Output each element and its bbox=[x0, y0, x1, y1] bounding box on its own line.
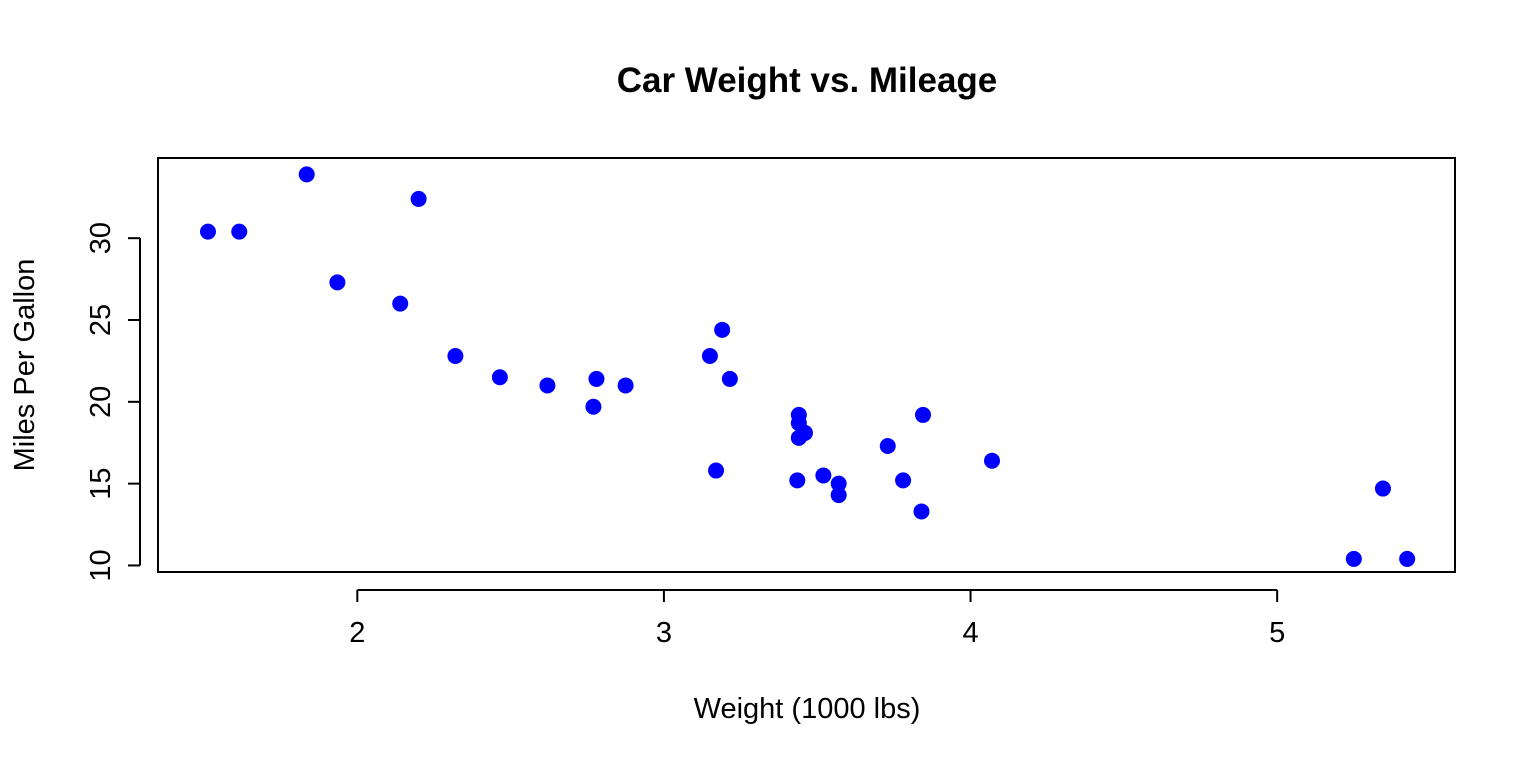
y-tick-label: 30 bbox=[85, 222, 117, 254]
x-tick-label: 5 bbox=[1269, 617, 1285, 649]
x-tick-label: 3 bbox=[656, 617, 672, 649]
data-point bbox=[790, 429, 807, 446]
data-point bbox=[984, 452, 1001, 469]
data-point bbox=[392, 295, 409, 312]
data-point bbox=[1374, 480, 1391, 497]
data-point bbox=[585, 398, 602, 415]
data-point bbox=[708, 462, 725, 479]
data-point bbox=[789, 472, 806, 489]
data-point bbox=[199, 223, 216, 240]
chart-title: Car Weight vs. Mileage bbox=[617, 61, 998, 100]
y-tick-label: 25 bbox=[85, 304, 117, 336]
y-tick-label: 20 bbox=[85, 386, 117, 418]
data-point bbox=[815, 467, 832, 484]
data-point bbox=[298, 166, 315, 183]
data-point bbox=[588, 370, 605, 387]
plot-area-frame bbox=[157, 157, 1456, 573]
y-axis: 10 15 20 25 30 bbox=[85, 222, 141, 582]
data-point bbox=[539, 377, 556, 394]
data-point bbox=[231, 223, 248, 240]
data-point bbox=[329, 274, 346, 291]
data-point bbox=[447, 348, 464, 364]
data-point bbox=[410, 190, 427, 207]
data-point bbox=[1345, 550, 1362, 567]
data-point bbox=[895, 472, 912, 489]
data-point bbox=[701, 348, 718, 364]
data-point bbox=[721, 370, 738, 387]
data-point bbox=[790, 406, 807, 423]
x-axis-label: Weight (1000 lbs) bbox=[694, 693, 921, 725]
x-axis: 2 3 4 5 bbox=[349, 589, 1285, 649]
data-point bbox=[714, 321, 731, 338]
data-point bbox=[913, 503, 930, 520]
data-point bbox=[617, 377, 634, 394]
data-point bbox=[879, 438, 896, 454]
x-tick-label: 4 bbox=[962, 617, 978, 649]
y-axis-label: Miles Per Gallon bbox=[9, 259, 41, 472]
data-point bbox=[830, 475, 847, 492]
data-point bbox=[1399, 550, 1416, 567]
y-tick-label: 10 bbox=[85, 549, 117, 581]
x-tick-label: 2 bbox=[349, 617, 365, 649]
y-tick-label: 15 bbox=[85, 468, 117, 500]
data-point bbox=[830, 487, 847, 504]
data-point bbox=[915, 406, 932, 423]
data-points bbox=[199, 166, 1416, 567]
data-point bbox=[491, 369, 508, 386]
